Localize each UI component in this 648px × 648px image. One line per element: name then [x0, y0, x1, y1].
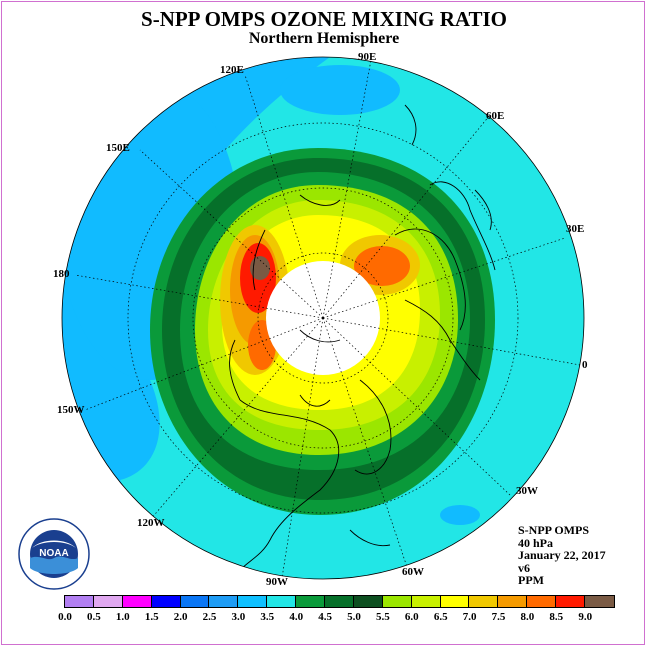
lon-label-90w: 90W	[266, 576, 288, 588]
info-block: S-NPP OMPS 40 hPa January 22, 2017 v6 PP…	[518, 524, 606, 587]
graticule	[74, 59, 581, 579]
colorbar-tick-label: 5.0	[347, 611, 361, 623]
colorbar-swatch	[151, 596, 181, 607]
colorbar-tick-label: 7.5	[491, 611, 506, 623]
info-units: PPM	[518, 573, 544, 587]
coastlines	[229, 104, 496, 571]
colorbar-swatch	[267, 596, 297, 607]
noaa-logo-icon: NOAA	[18, 518, 90, 590]
info-instrument: S-NPP OMPS	[518, 523, 589, 537]
info-level: 40 hPa	[518, 535, 554, 550]
colorbar-swatch	[209, 596, 239, 607]
colorbar-tick-label: 1.5	[144, 611, 159, 623]
lon-label-30e: 30E	[566, 223, 585, 235]
colorbar-tick-label: 8.0	[520, 611, 535, 623]
colorbar-swatch	[325, 596, 354, 607]
field-blue-lobe3	[440, 505, 480, 525]
colorbar-tick-label: 2.5	[202, 611, 217, 623]
colorbar-tick-label: 4.5	[318, 611, 332, 623]
map-subtitle: Northern Hemisphere	[248, 30, 400, 47]
colorbar-swatch	[238, 596, 268, 607]
lon-label-90e: 90E	[358, 51, 377, 63]
colorbar-swatch	[353, 596, 383, 607]
logo-text: NOAA	[39, 548, 68, 559]
lon-label-150e: 150E	[106, 142, 130, 154]
colorbar-swatch	[296, 596, 326, 607]
colorbar-swatch	[469, 596, 499, 607]
colorbar	[64, 595, 615, 608]
lon-label-180: 180	[53, 268, 70, 280]
colorbar-tick-label: 3.5	[260, 611, 275, 623]
colorbar-tick-label: 9.0	[578, 611, 593, 623]
field-blue-lobe2	[280, 65, 400, 115]
colorbar-tick-label: 2.0	[173, 611, 188, 623]
lon-label-120e: 120E	[220, 64, 244, 76]
lon-label-60w: 60W	[402, 566, 424, 578]
colorbar-swatch	[65, 596, 94, 607]
info-version: v6	[518, 560, 530, 575]
colorbar-tick-label: 7.0	[462, 611, 477, 623]
lon-label-0: 0	[582, 359, 588, 371]
map-boundary	[61, 56, 585, 580]
colorbar-tick-label: 6.5	[433, 611, 448, 623]
colorbar-swatch	[411, 596, 441, 607]
colorbar-tick-label: 3.0	[231, 611, 246, 623]
colorbar-swatch	[122, 596, 152, 607]
colorbar-swatch	[556, 596, 586, 607]
colorbar-tick-label: 0.5	[87, 611, 101, 623]
colorbar-tick-label: 6.0	[404, 611, 419, 623]
lon-label-150w: 150W	[57, 404, 85, 416]
colorbar-swatch	[498, 596, 528, 607]
colorbar-tick-label: 0.0	[58, 611, 72, 623]
colorbar-swatch	[585, 596, 614, 607]
lon-label-60e: 60E	[486, 110, 505, 122]
lon-label-120w: 120W	[137, 517, 165, 529]
info-date: January 22, 2017	[518, 548, 606, 562]
colorbar-swatch	[382, 596, 412, 607]
colorbar-tick-label: 5.5	[376, 611, 390, 623]
map-title: S-NPP OMPS OZONE MIXING RATIO	[141, 7, 507, 31]
colorbar-swatch	[180, 596, 210, 607]
field-red-orange-east	[354, 246, 410, 286]
colorbar-swatch	[440, 596, 470, 607]
colorbar-swatch	[93, 596, 123, 607]
colorbar-tick-label: 4.0	[289, 611, 304, 623]
colorbar-tick-label: 1.0	[115, 611, 130, 623]
colorbar-tick-label: 8.5	[549, 611, 564, 623]
lon-label-30w: 30W	[516, 485, 538, 497]
colorbar-swatch	[527, 596, 557, 607]
field-max	[250, 256, 270, 280]
